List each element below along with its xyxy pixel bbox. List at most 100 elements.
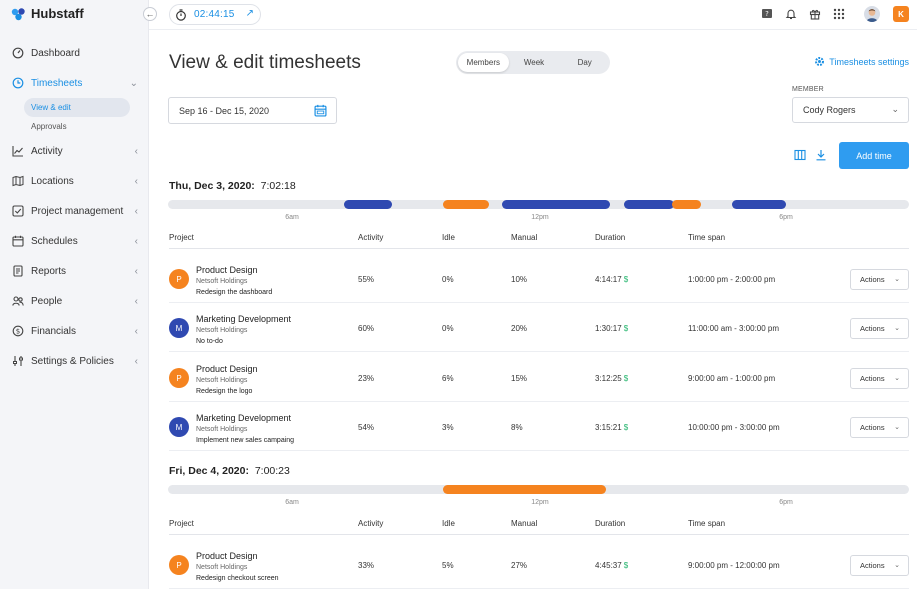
project-avatar: P [169, 269, 189, 289]
duration-cell: 1:30:17 $ [595, 324, 628, 333]
duration-value: 3:15:21 [595, 423, 622, 432]
timeline-segment[interactable] [502, 200, 610, 209]
duration-value: 4:45:37 [595, 561, 622, 570]
duration-cell: 3:12:25 $ [595, 374, 628, 383]
bell-icon[interactable] [784, 7, 798, 21]
timeline-segment[interactable] [672, 200, 701, 209]
timeline-tick: 6am [285, 214, 299, 221]
sidebar-item-settings-policies[interactable]: Settings & Policies ‹ [0, 346, 149, 376]
project-name: Product Design [196, 265, 258, 275]
col-project: Project [169, 519, 194, 528]
member-value: Cody Rogers [803, 105, 856, 115]
chevron-left-icon: ‹ [134, 176, 138, 187]
gift-icon[interactable] [808, 7, 822, 21]
sidebar-subitem-view-edit[interactable]: View & edit [24, 98, 130, 117]
timer-widget[interactable]: 02:44:15 ↗ [169, 4, 261, 25]
chevron-down-icon: ⌄ [894, 375, 900, 382]
actions-label: Actions [860, 374, 885, 383]
col-time-span: Time span [688, 233, 726, 242]
todo-name: Redesign the dashboard [196, 289, 273, 296]
project-info: Product Design Netsoft Holdings Redesign… [196, 551, 279, 584]
people-icon [12, 295, 24, 307]
tab-week[interactable]: Week [523, 58, 545, 67]
organization-avatar[interactable]: K [893, 6, 909, 22]
chevron-down-icon: ⌄ [894, 562, 900, 569]
project-avatar: P [169, 555, 189, 575]
stopwatch-icon [176, 8, 186, 21]
actions-dropdown[interactable]: Actions ⌄ [850, 368, 909, 389]
arrow-up-right-icon[interactable]: ↗ [245, 8, 254, 19]
actions-label: Actions [860, 324, 885, 333]
sidebar-item-locations[interactable]: Locations ‹ [0, 166, 149, 196]
manual-value: 8% [511, 423, 523, 432]
timeline-segment[interactable] [732, 200, 786, 209]
day-timeline [168, 200, 909, 209]
timesheets-settings-link[interactable]: Timesheets settings [814, 56, 909, 67]
client-name: Netsoft Holdings [196, 278, 248, 285]
actions-dropdown[interactable]: Actions ⌄ [850, 318, 909, 339]
activity-value: 54% [358, 423, 375, 432]
view-segmented-control: Members Week Day [456, 51, 610, 74]
sidebar-subitem-approvals[interactable]: Approvals [31, 122, 67, 131]
project-info: Product Design Netsoft Holdings Redesign… [196, 364, 258, 397]
billable-dollar-icon: $ [623, 423, 629, 432]
sidebar-item-reports[interactable]: Reports ‹ [0, 256, 149, 286]
collapse-sidebar-button[interactable]: ← [143, 7, 157, 21]
date-range-picker[interactable]: Sep 16 - Dec 15, 2020 [168, 97, 337, 124]
project-name: Product Design [196, 364, 258, 374]
client-name: Netsoft Holdings [196, 426, 248, 433]
sidebar-item-dashboard[interactable]: Dashboard [0, 38, 149, 68]
sidebar-item-project-management[interactable]: Project management ‹ [0, 196, 149, 226]
col-duration: Duration [595, 233, 626, 242]
actions-dropdown[interactable]: Actions ⌄ [850, 555, 909, 576]
timeline-segment[interactable] [344, 200, 392, 209]
columns-icon[interactable] [794, 149, 806, 161]
activity-value: 55% [358, 275, 375, 284]
billable-dollar-icon: $ [623, 324, 629, 333]
timeline-segment[interactable] [624, 200, 674, 209]
activity-value: 60% [358, 324, 375, 333]
sidebar-item-label: Project management [31, 205, 124, 217]
actions-label: Actions [860, 423, 885, 432]
sidebar-item-schedules[interactable]: Schedules ‹ [0, 226, 149, 256]
sidebar: Hubstaff Dashboard Timesheets ⌄ View & e… [0, 0, 149, 589]
user-avatar[interactable] [864, 6, 880, 22]
idle-value: 0% [442, 275, 454, 284]
logo[interactable]: Hubstaff [11, 6, 84, 21]
col-idle: Idle [442, 519, 455, 528]
col-activity: Activity [358, 519, 384, 528]
member-select[interactable]: Cody Rogers ⌄ [792, 97, 909, 123]
apps-grid-icon[interactable] [832, 7, 846, 21]
download-icon[interactable] [815, 149, 827, 161]
project-avatar: M [169, 417, 189, 437]
sidebar-item-people[interactable]: People ‹ [0, 286, 149, 316]
time-span-value: 10:00:00 pm - 3:00:00 pm [688, 423, 780, 432]
duration-value: 3:12:25 [595, 374, 622, 383]
actions-dropdown[interactable]: Actions ⌄ [850, 417, 909, 438]
help-icon[interactable]: ? [760, 7, 774, 21]
day-date: Fri, Dec 4, 2020: [169, 465, 249, 477]
arrow-left-icon: ← [145, 9, 155, 19]
add-time-button[interactable]: Add time [839, 142, 909, 169]
duration-cell: 3:15:21 $ [595, 423, 628, 432]
client-name: Netsoft Holdings [196, 377, 248, 384]
timeline-segment[interactable] [443, 485, 606, 494]
tab-members[interactable]: Members [458, 53, 509, 72]
chevron-left-icon: ‹ [134, 146, 138, 157]
map-icon [12, 175, 24, 187]
sidebar-item-activity[interactable]: Activity ‹ [0, 136, 149, 166]
chevron-left-icon: ‹ [134, 206, 138, 217]
col-idle: Idle [442, 233, 455, 242]
sidebar-item-timesheets[interactable]: Timesheets ⌄ [0, 68, 149, 98]
project-info: Marketing Development Netsoft Holdings N… [196, 314, 291, 347]
col-manual: Manual [511, 233, 538, 242]
actions-dropdown[interactable]: Actions ⌄ [850, 269, 909, 290]
page-title: View & edit timesheets [169, 52, 361, 73]
project-name: Marketing Development [196, 413, 292, 423]
timeline-segment[interactable] [443, 200, 489, 209]
sidebar-item-financials[interactable]: $ Financials ‹ [0, 316, 149, 346]
tab-day[interactable]: Day [577, 58, 592, 67]
day-total: 7:00:23 [254, 465, 290, 477]
chevron-left-icon: ‹ [134, 326, 138, 337]
billable-dollar-icon: $ [623, 374, 629, 383]
